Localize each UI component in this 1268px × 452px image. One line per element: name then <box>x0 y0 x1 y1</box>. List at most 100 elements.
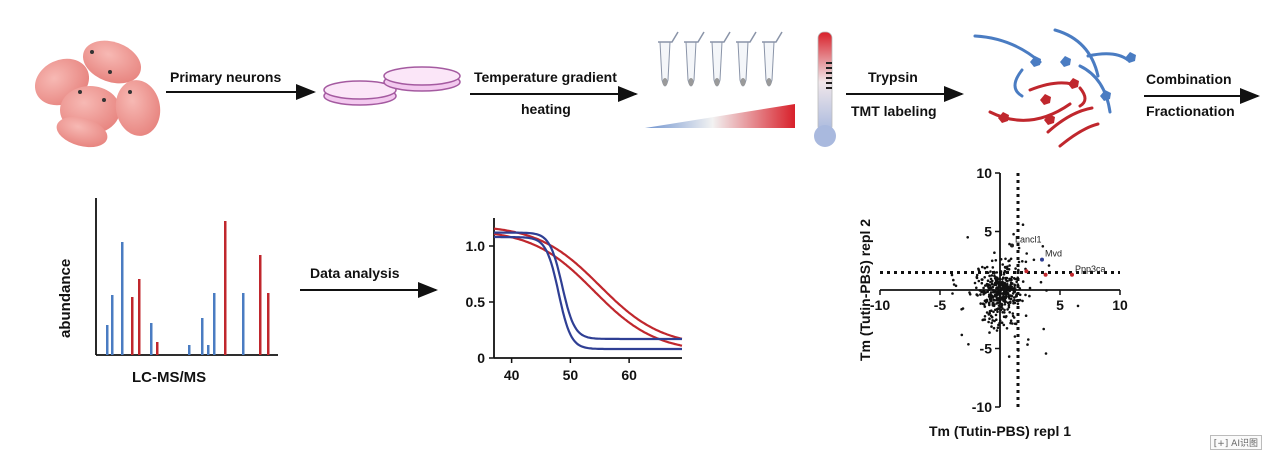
scatter-ylabel: Tm (Tutin-PBS) repl 2 <box>857 219 873 361</box>
spectrum-peak <box>156 342 159 355</box>
melt-curve-1 <box>493 227 683 340</box>
scatter-point <box>991 266 995 269</box>
tube-sample <box>714 78 720 86</box>
scatter-x-tick-label: 5 <box>1056 297 1064 313</box>
scatter-point <box>1003 287 1007 291</box>
tube-sample <box>766 78 772 86</box>
scatter-point <box>979 302 982 305</box>
scatter-point-cloud <box>950 223 1080 358</box>
highlighted-point <box>1043 272 1048 277</box>
scatter-point <box>1000 302 1003 306</box>
scatter-point <box>1004 295 1008 298</box>
scatter-point <box>1027 338 1030 341</box>
spectrum-xlabel: LC-MS/MS <box>132 369 206 386</box>
scatter-point <box>981 290 984 294</box>
highlighted-point <box>1010 243 1014 248</box>
scatter-point <box>1041 245 1045 248</box>
scatter-point <box>1028 294 1031 298</box>
scatter-point <box>998 277 1002 281</box>
scatter-point <box>967 343 970 346</box>
scatter-point <box>1014 277 1017 281</box>
scatter-point <box>1013 284 1017 287</box>
scatter-point <box>1003 308 1006 312</box>
label-heating: heating <box>521 101 571 117</box>
scatter-point <box>1014 267 1017 270</box>
scatter-point <box>1009 257 1013 261</box>
scatter-point <box>986 283 989 287</box>
scatter-point <box>975 293 978 296</box>
scatter-point <box>996 298 1000 301</box>
scatter-point <box>1007 355 1011 358</box>
corner-tag[interactable]: [+] AI识图 <box>1209 435 1262 450</box>
scatter-point <box>961 307 965 310</box>
scatter-point <box>1011 292 1015 295</box>
scatter-point <box>998 321 1001 325</box>
scatter-point <box>989 286 993 290</box>
scatter-point <box>1021 280 1025 283</box>
scatter-point <box>987 320 990 324</box>
scatter-y-tick-label: -5 <box>980 341 993 357</box>
scatter-point <box>1045 289 1048 292</box>
scatter-point <box>1001 263 1004 266</box>
tube-sample <box>740 78 746 86</box>
scatter-point <box>988 284 992 287</box>
melting-curve-chart: 0 0.5 1.0 40 50 60 <box>466 218 683 383</box>
scatter-point <box>1001 297 1005 300</box>
scatter-point <box>1005 279 1009 283</box>
scatter-point <box>1013 322 1017 326</box>
scatter-point <box>988 303 991 307</box>
melt-y-tick-label: 0.5 <box>466 294 486 310</box>
scatter-point <box>995 290 999 294</box>
scatter-point <box>1016 276 1019 280</box>
scatter-point <box>973 281 977 285</box>
spectrum-peak <box>242 293 245 355</box>
scatter-point <box>992 310 995 314</box>
scatter-point <box>996 326 1000 330</box>
scatter-point <box>1001 287 1005 291</box>
temperature-gradient-wedge <box>645 104 795 128</box>
scatter-point <box>980 281 984 285</box>
scatter-point <box>952 278 955 282</box>
scatter-point <box>1009 319 1013 323</box>
scatter-point <box>1008 264 1011 267</box>
scatter-point <box>990 321 993 325</box>
scatter-point <box>996 279 999 282</box>
scatter-point <box>1047 264 1051 267</box>
scatter-point <box>1004 276 1008 280</box>
scatter-point <box>984 300 988 304</box>
scatter-point <box>991 301 995 305</box>
scatter-point <box>975 286 978 290</box>
scatter-point <box>1008 285 1012 289</box>
scatter-point <box>1006 285 1010 288</box>
scatter-point <box>987 313 991 316</box>
scatter-point <box>1007 305 1011 309</box>
pcr-tube-lid <box>762 31 783 43</box>
scatter-point <box>975 275 979 279</box>
scatter-point <box>989 280 992 284</box>
scatter-point <box>1026 343 1029 346</box>
melt-x-tick-label: 50 <box>563 367 579 383</box>
scatter-point <box>996 301 1000 304</box>
scatter-point <box>977 268 981 272</box>
scatter-point <box>1024 314 1028 318</box>
scatter-point <box>1016 283 1020 286</box>
scatter-point <box>986 271 990 275</box>
scatter-point <box>1008 294 1011 298</box>
point-label-mvd: Mvd <box>1045 249 1062 259</box>
scatter-point <box>988 274 991 278</box>
scatter-point <box>989 270 992 273</box>
scatter-point <box>996 310 999 314</box>
spectrum-peak <box>131 297 134 355</box>
scatter-point <box>1007 268 1011 271</box>
scatter-point <box>990 274 994 277</box>
scatter-point <box>1012 299 1015 303</box>
scatter-point <box>989 291 993 294</box>
scatter-point <box>966 236 969 239</box>
highlighted-point <box>1024 269 1029 274</box>
tube-sample <box>662 78 668 86</box>
melt-x-tick-label: 40 <box>504 367 520 383</box>
scatter-point <box>988 331 991 334</box>
scatter-point <box>1000 283 1004 287</box>
scatter-point <box>999 296 1003 299</box>
scatter-point <box>983 315 987 318</box>
